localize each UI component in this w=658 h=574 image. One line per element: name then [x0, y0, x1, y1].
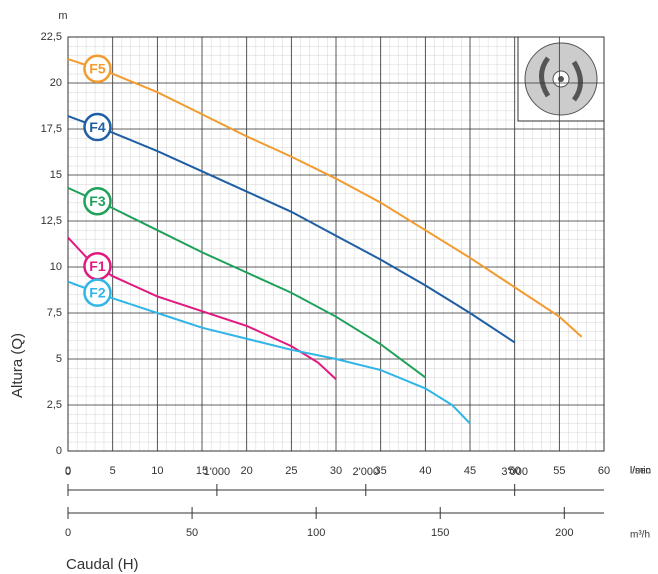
curve-label: F2	[89, 284, 106, 300]
x2-tick-label: 100	[307, 527, 325, 539]
x2-tick-label: 3'000	[501, 466, 528, 478]
y-tick-label: 17,5	[41, 123, 62, 135]
curve-label-bg	[83, 112, 112, 142]
x2-tick-label: 0	[65, 527, 71, 539]
curve-label: F3	[89, 193, 106, 209]
y-axis-title: Altura (Q)	[9, 333, 26, 398]
y-tick-label: 10	[50, 261, 62, 273]
x2-tick-label: 1'000	[204, 466, 231, 478]
y-tick-label: 15	[50, 169, 62, 181]
impeller-icon	[517, 36, 605, 122]
x2-tick-label: 200	[555, 527, 573, 539]
y-tick-label: 12,5	[41, 215, 62, 227]
y-tick-label: 20	[50, 77, 62, 89]
x2-tick-label: 50	[186, 527, 198, 539]
curve-label: F1	[89, 258, 106, 274]
x2-tick-label: 0	[65, 466, 71, 478]
curve-label: F5	[89, 60, 106, 76]
x-axis-title: Caudal (H)	[66, 556, 139, 573]
x-tick-label: 30	[330, 465, 342, 477]
plot-frame	[67, 36, 605, 452]
x-tick-label: 55	[553, 465, 565, 477]
axis-unit: l/min	[630, 466, 651, 477]
x-unit: l/sec	[630, 466, 651, 477]
y-unit: m	[58, 10, 67, 22]
x-tick-label: 25	[285, 465, 297, 477]
x-tick-label: 15	[196, 465, 208, 477]
x2-tick-label: 150	[431, 527, 449, 539]
y-tick-label: 5	[56, 353, 62, 365]
x-tick-label: 60	[598, 465, 610, 477]
curve	[67, 58, 583, 338]
y-tick-label: 22,5	[41, 31, 62, 43]
curve-label-bg	[83, 278, 112, 307]
y-tick-label: 0	[56, 445, 62, 457]
x-tick-label: 45	[464, 465, 476, 477]
curve-label-bg	[83, 54, 112, 84]
x2-tick-label: 2'000	[352, 466, 379, 478]
y-tick-label: 2,5	[47, 399, 62, 411]
curve	[67, 186, 426, 379]
curve-label: F4	[89, 119, 106, 135]
x-tick-label: 50	[509, 465, 521, 477]
curve	[67, 280, 471, 425]
x-tick-label: 35	[375, 465, 387, 477]
x-tick-label: 10	[151, 465, 163, 477]
x-tick-label: 20	[241, 465, 253, 477]
x-tick-label: 5	[110, 465, 116, 477]
curve-label-bg	[83, 186, 112, 216]
curve	[67, 115, 516, 344]
x-tick-label: 0	[65, 465, 71, 477]
axis-unit: m³/h	[630, 530, 650, 541]
y-tick-label: 7,5	[47, 307, 62, 319]
x-tick-label: 40	[419, 465, 431, 477]
